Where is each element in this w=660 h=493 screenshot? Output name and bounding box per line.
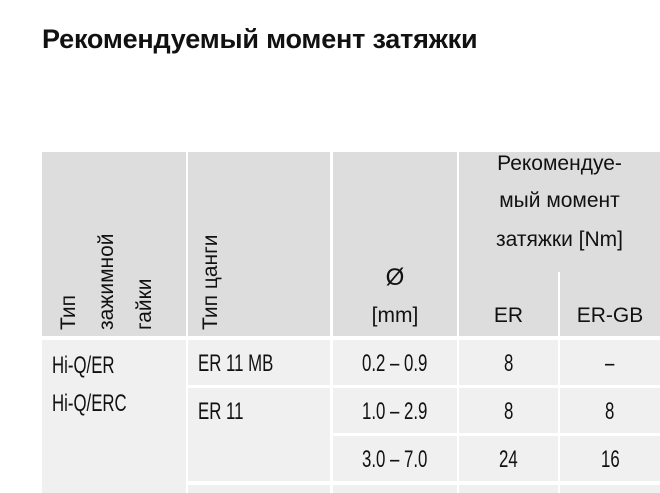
next-row-cell <box>188 485 330 493</box>
header-nut-type: Тип зажимной гайки <box>42 152 186 336</box>
header-er: ER <box>459 272 558 336</box>
range-cell: 1.0 – 2.9 <box>333 388 457 433</box>
range-cell: 0.2 – 0.9 <box>333 340 457 385</box>
header-collet-type-label: Тип цанги <box>199 234 222 330</box>
next-row-cell <box>459 485 558 493</box>
header-er-gb: ER-GB <box>560 272 660 336</box>
er-torque: 24 <box>499 446 518 473</box>
nut-type: Hi-Q/ERC <box>52 390 127 417</box>
collet-type: ER 11 <box>198 398 244 425</box>
er-cell: 8 <box>459 388 558 433</box>
torque-group-line: Рекомендуе- <box>497 152 622 175</box>
torque-group-line: затяжки [Nm] <box>496 228 623 251</box>
diameter-symbol: Ø <box>385 264 405 291</box>
diameter-range: 3.0 – 7.0 <box>362 446 428 473</box>
er-gb-cell: 8 <box>560 388 660 433</box>
er-gb-cell: – <box>560 340 660 385</box>
next-row-cell <box>560 485 660 493</box>
diameter-unit: [mm] <box>371 304 419 327</box>
collet-cell: ER 11 MB <box>188 340 330 385</box>
header-torque-group: Рекомендуе- мый момент затяжки [Nm] <box>459 152 660 272</box>
header-nut-type-line: зажимной <box>95 233 118 330</box>
header-nut-type-line: гайки <box>133 278 156 330</box>
torque-group-line: мый момент <box>499 189 620 212</box>
nut-type: Hi-Q/ER <box>52 352 115 379</box>
header-nut-type-line: Тип <box>57 294 80 330</box>
page-title: Рекомендуемый момент затяжки <box>42 24 478 54</box>
header-diameter: Ø [mm] <box>333 152 457 336</box>
er-gb-torque: 16 <box>600 446 620 473</box>
next-row-cell <box>333 485 457 493</box>
er-cell: 24 <box>459 436 558 481</box>
header-er-label: ER <box>493 304 524 327</box>
er-torque: 8 <box>503 350 514 377</box>
collet-cell: ER 11 <box>188 388 330 481</box>
range-cell: 3.0 – 7.0 <box>333 436 457 481</box>
er-gb-cell: 16 <box>560 436 660 481</box>
collet-type: ER 11 MB <box>198 350 274 377</box>
nut-type-cell: Hi-Q/ER Hi-Q/ERC <box>42 340 186 493</box>
er-cell: 8 <box>459 340 558 385</box>
header-collet-type: Тип цанги <box>188 152 330 336</box>
er-torque: 8 <box>503 398 514 425</box>
header-er-gb-label: ER-GB <box>576 304 644 327</box>
diameter-range: 0.2 – 0.9 <box>362 350 428 377</box>
diameter-range: 1.0 – 2.9 <box>362 398 428 425</box>
er-gb-torque: 8 <box>605 398 615 425</box>
er-gb-torque: – <box>605 350 615 377</box>
